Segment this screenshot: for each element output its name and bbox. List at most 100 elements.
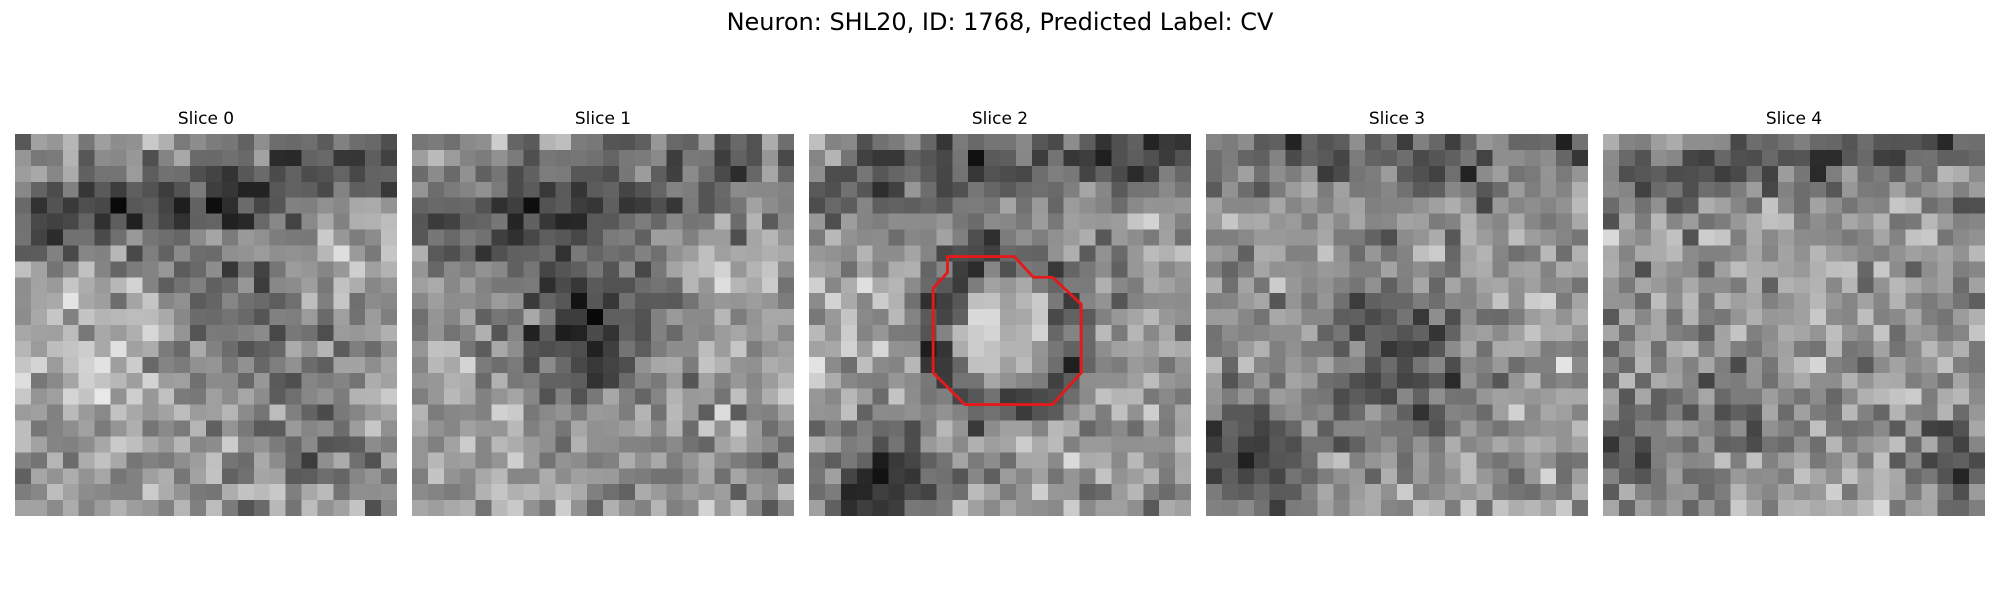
pixel — [523, 436, 540, 453]
pixel — [1572, 436, 1588, 453]
pixel — [365, 181, 382, 198]
pixel — [1476, 420, 1493, 437]
pixel — [1381, 261, 1398, 278]
pixel — [427, 436, 445, 453]
pixel — [1508, 197, 1525, 214]
pixel — [1269, 197, 1286, 214]
pixel — [237, 181, 255, 198]
pixel — [1237, 356, 1255, 374]
pixel — [682, 149, 699, 167]
pixel — [190, 213, 207, 230]
pixel — [491, 388, 508, 405]
pixel — [1253, 404, 1270, 421]
pixel — [714, 309, 731, 326]
pixel — [936, 500, 953, 516]
pixel — [1460, 245, 1477, 262]
pixel — [1143, 388, 1160, 405]
pixel — [1889, 277, 1906, 294]
pixel — [571, 452, 588, 469]
pixel — [1444, 181, 1461, 198]
pixel — [365, 372, 382, 389]
pixel — [1476, 277, 1493, 294]
pixel — [1079, 309, 1096, 326]
pixel — [1285, 404, 1302, 421]
pixel — [126, 277, 143, 294]
pixel — [443, 356, 461, 374]
pixel — [824, 293, 842, 310]
pixel — [714, 404, 731, 421]
pixel — [78, 500, 95, 516]
pixel — [174, 277, 191, 294]
pixel — [349, 149, 366, 167]
pixel — [1666, 468, 1683, 485]
pixel — [1618, 213, 1636, 230]
pixel — [1159, 309, 1176, 326]
pixel — [1015, 229, 1033, 246]
pixel — [650, 261, 667, 278]
pixel — [1809, 420, 1827, 437]
pixel — [491, 277, 508, 294]
pixel — [1143, 197, 1160, 214]
pixel — [762, 356, 779, 374]
pixel — [459, 372, 476, 389]
pixel — [507, 229, 524, 246]
pixel — [507, 134, 524, 151]
pixel — [1269, 165, 1286, 183]
pixel — [1794, 134, 1811, 151]
pixel — [587, 293, 604, 310]
pixel — [1285, 245, 1302, 262]
pixel — [1809, 261, 1827, 278]
slice-image — [1603, 134, 1985, 516]
pixel — [349, 484, 366, 501]
pixel — [682, 293, 699, 310]
pixel — [1825, 181, 1843, 198]
pixel — [1969, 245, 1985, 262]
pixel — [142, 484, 159, 501]
pixel — [1762, 213, 1779, 230]
pixel — [1778, 500, 1795, 516]
pixel — [1794, 356, 1811, 374]
pixel — [491, 420, 508, 437]
pixel — [1953, 309, 1970, 326]
pixel — [1825, 309, 1843, 326]
pixel — [1746, 356, 1763, 374]
pixel — [1000, 245, 1017, 262]
pixel — [1317, 404, 1334, 421]
pixel — [1031, 245, 1049, 262]
pixel — [1778, 484, 1795, 501]
pixel — [1317, 388, 1334, 405]
pixel — [1397, 197, 1414, 214]
pixel — [507, 436, 524, 453]
pixel — [1682, 436, 1699, 453]
pixel — [333, 340, 350, 358]
pixel — [1572, 293, 1588, 310]
pixel — [1301, 468, 1318, 485]
pixel — [475, 356, 492, 374]
pixel — [698, 468, 715, 485]
pixel — [475, 452, 492, 469]
pixel — [1460, 229, 1477, 246]
pixel — [381, 134, 397, 151]
pixel — [1349, 277, 1366, 294]
pixel — [174, 134, 191, 151]
pixel — [110, 261, 127, 278]
pixel — [1809, 388, 1827, 405]
pixel — [1953, 134, 1970, 151]
pixel — [809, 197, 826, 214]
pixel — [1460, 436, 1477, 453]
pixel — [174, 309, 191, 326]
pixel — [1444, 468, 1461, 485]
pixel — [1905, 134, 1922, 151]
pixel — [952, 229, 969, 246]
pixel — [1476, 388, 1493, 405]
pixel — [381, 404, 397, 421]
pixel — [491, 356, 508, 374]
pixel — [1714, 356, 1731, 374]
pixel — [1285, 420, 1302, 437]
pixel — [730, 197, 747, 214]
pixel — [1285, 213, 1302, 230]
pixel — [253, 149, 270, 167]
pixel — [333, 388, 350, 405]
pixel — [1031, 356, 1049, 374]
pixel — [1047, 197, 1064, 214]
